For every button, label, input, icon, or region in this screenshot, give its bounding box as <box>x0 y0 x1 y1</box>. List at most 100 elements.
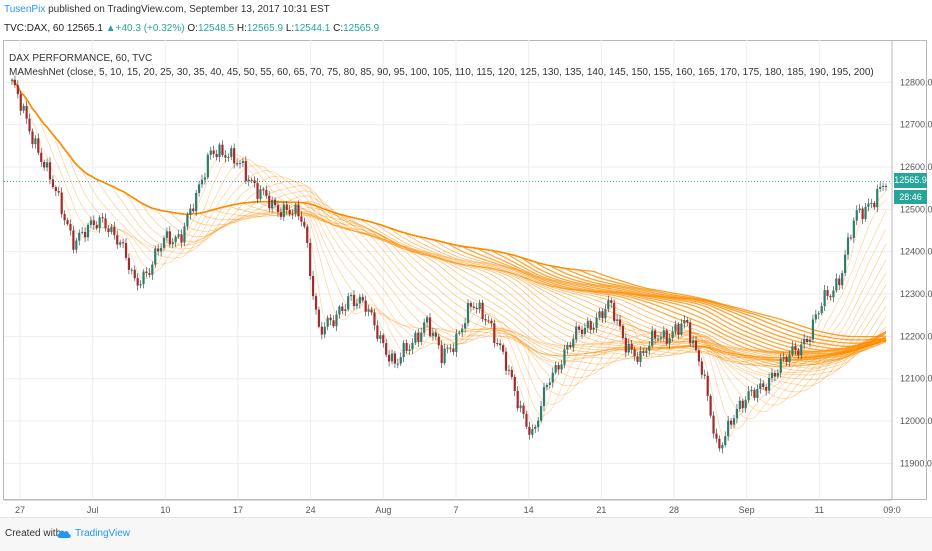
candle-up <box>282 204 285 217</box>
symbol-label[interactable]: TVC:DAX, 60 <box>4 23 65 34</box>
candle-up <box>110 226 113 233</box>
candle-up <box>89 220 93 225</box>
candle-down <box>364 300 367 312</box>
candle-down <box>133 269 136 279</box>
candle-up <box>119 242 122 245</box>
candle-up <box>45 162 49 168</box>
ma-mesh-layer <box>11 79 887 441</box>
candle-down <box>113 226 116 236</box>
candle-up <box>174 236 177 243</box>
candle-down <box>311 275 315 297</box>
candle-up <box>218 144 221 158</box>
candle-up <box>171 242 174 245</box>
candle-up <box>227 156 230 158</box>
candle-up <box>478 302 481 310</box>
candle-down <box>250 179 253 181</box>
candle-up <box>22 105 25 111</box>
candle-down <box>805 338 809 343</box>
candle-up <box>721 445 724 449</box>
candle-up <box>399 357 402 364</box>
candle-down <box>633 349 636 357</box>
publish-info: TusenPix published on TradingView.com, S… <box>4 4 330 15</box>
candle-up <box>408 349 411 351</box>
candle-down <box>861 208 864 220</box>
candle-down <box>385 343 388 355</box>
candle-down <box>285 204 288 211</box>
candle-down <box>580 329 584 334</box>
candle-down <box>256 183 259 199</box>
candle-up <box>814 314 817 320</box>
candle-up <box>858 208 861 211</box>
candle-up <box>727 420 730 437</box>
ma-line-90 <box>11 79 887 368</box>
candle-up <box>154 248 157 265</box>
candle-up <box>674 324 677 332</box>
candle-up <box>323 326 326 335</box>
candle-up <box>800 344 803 356</box>
candle-down <box>51 179 55 188</box>
candle-down <box>528 426 531 435</box>
candle-down <box>613 302 616 321</box>
candle-down <box>265 190 268 196</box>
candle-up <box>560 364 563 370</box>
candle-up <box>537 420 540 427</box>
candle-down <box>849 237 853 239</box>
price-tick-label: 12600.0 <box>900 162 932 172</box>
candle-up <box>189 208 192 215</box>
candle-down <box>700 361 703 375</box>
series-legend[interactable]: DAX PERFORMANCE, 60, TVC <box>9 53 153 64</box>
candle-up <box>534 426 537 429</box>
candle-down <box>873 202 876 208</box>
candle-down <box>706 375 709 396</box>
author-link[interactable]: TusenPix <box>4 4 46 15</box>
candle-up <box>592 327 595 330</box>
candle-down <box>288 210 291 215</box>
candle-down <box>297 204 300 217</box>
close-value: 12565.9 <box>343 23 380 34</box>
candle-down <box>510 369 513 377</box>
ma-line-10 <box>11 79 887 430</box>
candle-up <box>358 296 361 304</box>
ma-line-175 <box>11 79 887 351</box>
price-change: ▲+40.3 (+0.32%) <box>105 23 185 34</box>
price-tick-label: 11900.0 <box>900 458 932 468</box>
candle-down <box>884 186 888 188</box>
candle-down <box>501 345 505 352</box>
last-price-tag: 12565.9 <box>894 173 927 188</box>
candle-down <box>212 150 215 154</box>
candle-down <box>797 350 800 356</box>
candle-down <box>31 131 34 145</box>
candle-down <box>276 205 280 213</box>
candle-down <box>268 195 271 209</box>
candle-down <box>233 148 236 164</box>
candle-down <box>320 326 323 335</box>
candle-up <box>639 351 642 362</box>
candle-up <box>662 330 665 338</box>
publish-date: published on TradingView.com, September … <box>48 4 330 15</box>
candle-down <box>370 309 373 313</box>
candle-up <box>344 309 347 311</box>
candle-up <box>367 309 370 312</box>
tradingview-brand-link[interactable]: TradingView <box>75 528 131 539</box>
candle-up <box>680 323 683 335</box>
candle-up <box>586 321 589 328</box>
candle-up <box>463 323 467 329</box>
tradingview-cloud-icon[interactable] <box>56 527 72 540</box>
candle-down <box>279 212 283 217</box>
price-chart[interactable]: 11900.0 12000.0 12100.0 12200.0 12300.0 12400… <box>0 40 932 515</box>
candle-up <box>294 204 297 214</box>
candle-up <box>604 309 607 319</box>
candle-down <box>127 257 131 270</box>
indicator-legend[interactable]: MAMeshNet (close, 5, 10, 15, 20, 25, 30,… <box>9 67 874 78</box>
candle-down <box>48 162 52 180</box>
candle-down <box>382 335 385 344</box>
candle-up <box>466 303 470 324</box>
candle-down <box>499 343 502 346</box>
candle-up <box>241 161 245 163</box>
candle-up <box>648 345 651 351</box>
candle-down <box>569 344 572 348</box>
ma-line-20 <box>11 79 887 413</box>
candle-up <box>876 188 879 208</box>
candle-up <box>203 177 207 180</box>
candle-up <box>259 189 262 199</box>
